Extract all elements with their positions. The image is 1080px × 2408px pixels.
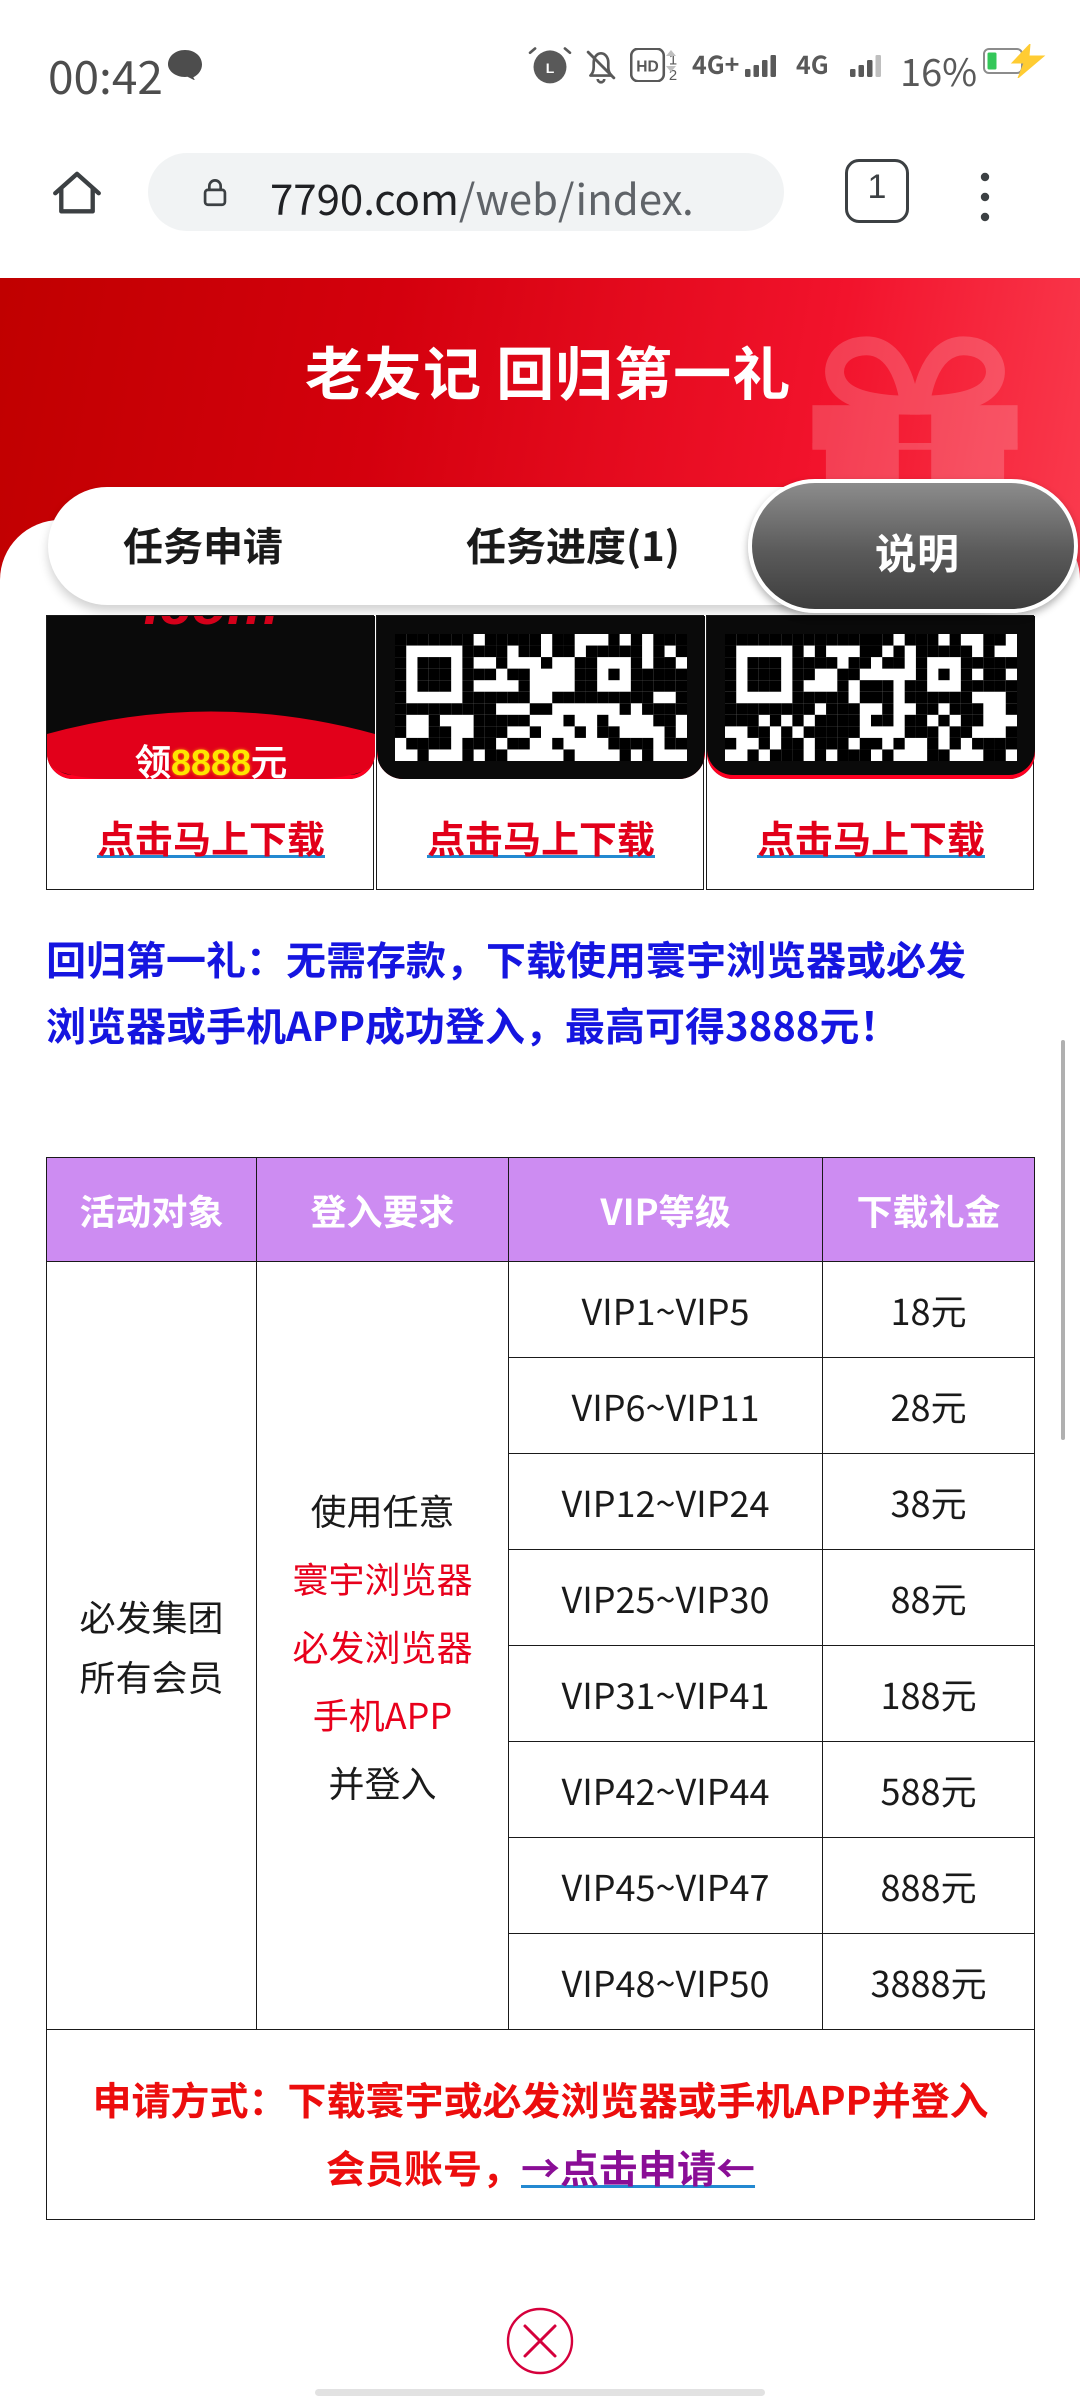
svg-text:L: L bbox=[546, 60, 555, 76]
svg-text:HD: HD bbox=[636, 58, 659, 75]
